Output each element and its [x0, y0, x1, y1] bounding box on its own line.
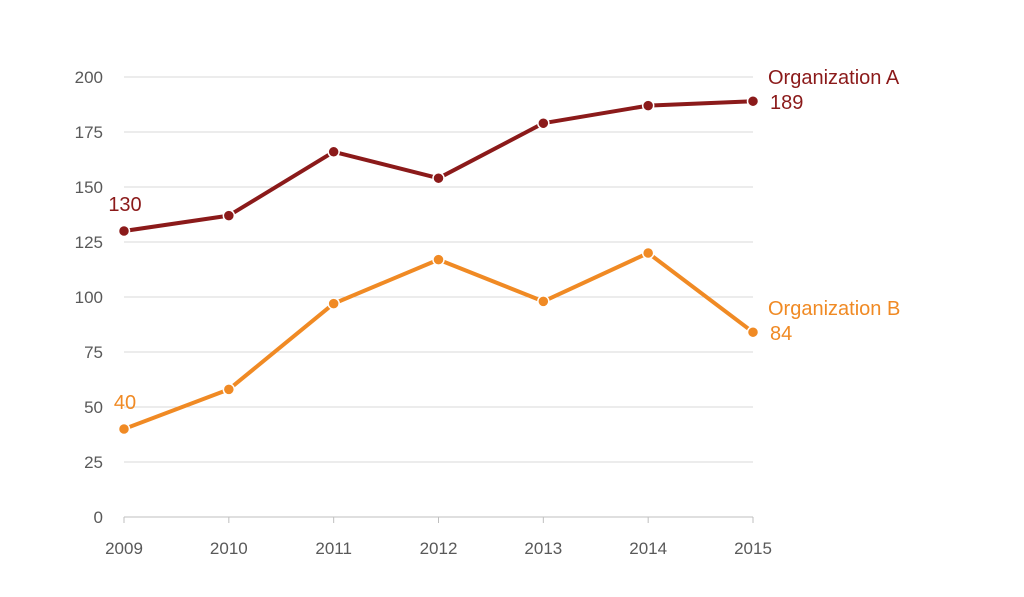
x-tick-label: 2015	[734, 539, 772, 558]
data-point	[327, 297, 340, 310]
start-value-label: 130	[108, 194, 141, 216]
data-point	[537, 116, 550, 130]
series-organization-a	[117, 94, 760, 238]
series-name-label: Organization A	[768, 67, 900, 89]
data-point	[117, 224, 131, 238]
x-axis	[123, 516, 754, 523]
x-tick-label: 2011	[315, 539, 352, 558]
end-value-label: 189	[770, 92, 803, 114]
series-organization-b	[117, 246, 760, 436]
x-tick-label: 2013	[524, 539, 562, 558]
y-tick-label: 175	[75, 123, 103, 142]
x-tick-label: 2009	[105, 539, 143, 558]
data-point	[117, 422, 131, 436]
y-tick-label: 100	[75, 288, 103, 307]
y-tick-label: 50	[84, 398, 103, 417]
series-line	[122, 251, 755, 431]
data-point	[537, 295, 550, 308]
y-tick-label: 25	[84, 453, 103, 472]
data-point	[641, 99, 655, 112]
y-tick-label: 200	[75, 68, 103, 87]
data-point	[327, 145, 340, 159]
x-axis-tick-labels: 2009 2010 2011 2012 2013 2014 2015	[105, 539, 772, 558]
data-point	[432, 171, 445, 185]
y-tick-label: 125	[75, 233, 103, 252]
end-value-label: 84	[770, 323, 792, 345]
data-point	[432, 253, 445, 266]
series-lines	[117, 94, 760, 436]
data-point	[641, 246, 655, 260]
x-tick-label: 2010	[210, 539, 248, 558]
data-point	[746, 325, 760, 339]
data-point	[222, 209, 236, 222]
data-point	[222, 383, 236, 396]
x-tick-label: 2014	[629, 539, 667, 558]
gridlines	[124, 76, 753, 463]
data-point	[746, 94, 760, 108]
x-tick-label: 2012	[420, 539, 458, 558]
series-name-label: Organization B	[768, 298, 900, 320]
y-tick-label: 0	[94, 508, 103, 527]
y-tick-label: 75	[84, 343, 103, 362]
y-axis-tick-labels: 0 25 50 75 100 125 150 175 200	[75, 68, 103, 527]
series-annotations: 130 Organization A 189 40 Organization B 84	[108, 67, 900, 414]
y-tick-label: 150	[75, 178, 103, 197]
series-line	[122, 99, 755, 233]
start-value-label: 40	[114, 392, 136, 414]
